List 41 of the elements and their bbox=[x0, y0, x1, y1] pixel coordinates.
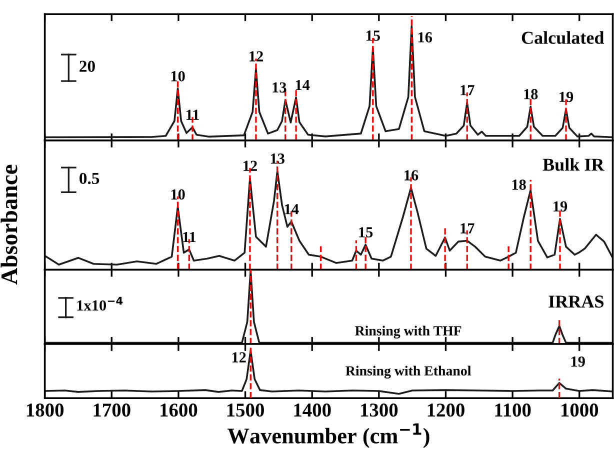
annotation: 15 bbox=[366, 30, 380, 41]
text: Bulk IR bbox=[542, 158, 604, 171]
annotation: IRRAS bbox=[548, 296, 604, 308]
annotation: 11 bbox=[183, 232, 196, 242]
y-axis-title: Absorbance bbox=[0, 164, 18, 285]
annotation: 17 bbox=[460, 85, 474, 96]
annotation: 14 bbox=[284, 204, 299, 214]
x-tick-label: 1800 bbox=[26, 404, 64, 417]
annotation: 18 bbox=[512, 180, 526, 190]
annotation: 0.5 bbox=[80, 172, 100, 184]
annotation: 13 bbox=[272, 82, 286, 93]
annotation: Rinsing with Ethanol bbox=[346, 366, 471, 378]
annotation: 12 bbox=[250, 51, 263, 62]
annotation: 19 bbox=[571, 356, 585, 367]
annotation: 10 bbox=[171, 189, 185, 200]
annotation: 18 bbox=[524, 89, 538, 100]
x-tick-label: 1100 bbox=[495, 404, 531, 417]
annotation: 19 bbox=[560, 92, 574, 102]
x-tick-label: 1000 bbox=[561, 404, 598, 417]
x-tick-label: 1200 bbox=[428, 404, 464, 417]
annotation: Rinsing with THF bbox=[355, 326, 462, 338]
annotation: 16 bbox=[418, 32, 432, 42]
annotation: 14 bbox=[296, 80, 310, 90]
x-tick-label: 1400 bbox=[294, 404, 331, 417]
annotation: 1x10$^{−4}$ bbox=[77, 296, 123, 311]
x-tick-label: 1700 bbox=[94, 404, 130, 417]
annotation: 12 bbox=[232, 352, 246, 362]
x-axis-title: Wavenumber (cm$^{−1}$) bbox=[228, 423, 430, 448]
x-tick-label: 1300 bbox=[361, 404, 398, 417]
annotation: Calculated bbox=[522, 31, 604, 44]
annotation: 10 bbox=[171, 71, 185, 82]
x-tick-label: 1500 bbox=[227, 404, 264, 417]
annotation: 13 bbox=[270, 154, 284, 164]
annotation: 12 bbox=[244, 160, 257, 171]
x-tick-label: 1600 bbox=[160, 404, 198, 417]
annotation: 20 bbox=[80, 60, 95, 72]
annotation: 11 bbox=[186, 110, 199, 120]
annotation: 16 bbox=[404, 170, 418, 180]
annotation: 15 bbox=[359, 227, 373, 238]
annotation: 19 bbox=[554, 201, 568, 212]
annotation: 17 bbox=[460, 223, 474, 234]
